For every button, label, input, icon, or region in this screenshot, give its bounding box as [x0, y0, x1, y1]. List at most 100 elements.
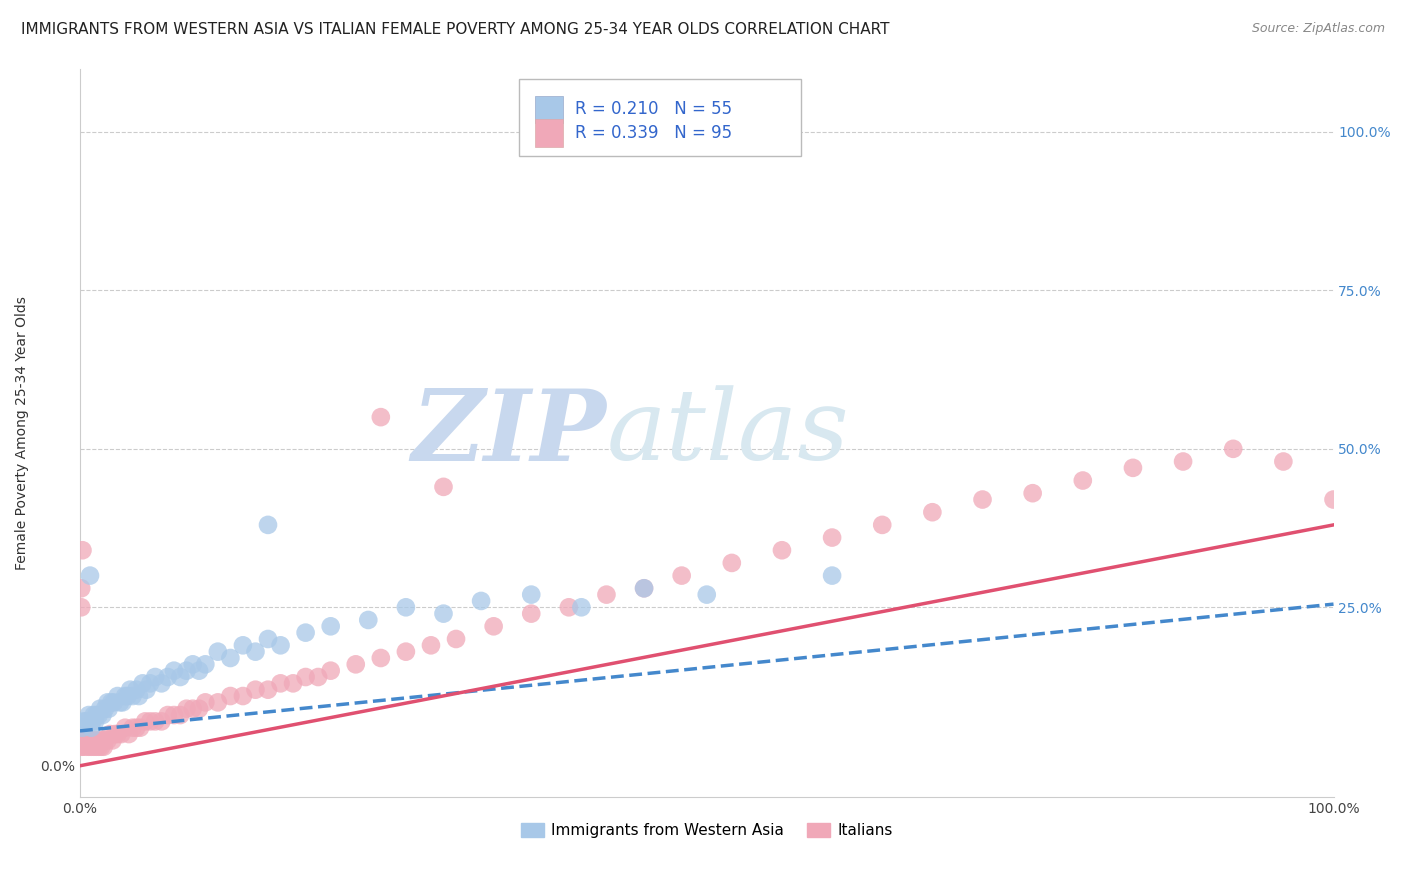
Point	[470, 594, 492, 608]
Point	[1272, 454, 1295, 468]
Point	[125, 682, 148, 697]
Legend: Immigrants from Western Asia, Italians: Immigrants from Western Asia, Italians	[515, 817, 898, 845]
Point	[150, 676, 173, 690]
Point	[94, 733, 117, 747]
Point	[169, 670, 191, 684]
Point	[520, 607, 543, 621]
Point	[1021, 486, 1043, 500]
Point	[432, 480, 454, 494]
FancyBboxPatch shape	[536, 95, 562, 123]
Point	[181, 702, 204, 716]
Point	[156, 670, 179, 684]
Point	[72, 739, 94, 754]
Point	[633, 582, 655, 596]
Point	[595, 588, 617, 602]
Point	[143, 714, 166, 729]
Text: Source: ZipAtlas.com: Source: ZipAtlas.com	[1251, 22, 1385, 36]
Y-axis label: Female Poverty Among 25-34 Year Olds: Female Poverty Among 25-34 Year Olds	[15, 296, 30, 570]
Point	[281, 676, 304, 690]
Point	[194, 657, 217, 672]
Point	[163, 708, 186, 723]
Point	[134, 714, 156, 729]
Point	[96, 695, 118, 709]
Point	[156, 708, 179, 723]
Point	[100, 695, 122, 709]
Point	[84, 733, 107, 747]
Point	[176, 702, 198, 716]
Point	[420, 638, 443, 652]
Point	[821, 531, 844, 545]
Point	[1322, 492, 1344, 507]
Point	[101, 733, 124, 747]
Point	[219, 689, 242, 703]
Point	[870, 517, 893, 532]
Point	[91, 733, 114, 747]
Point	[176, 664, 198, 678]
Point	[80, 739, 103, 754]
Point	[82, 733, 104, 747]
Point	[257, 632, 280, 646]
Point	[188, 702, 211, 716]
Point	[181, 657, 204, 672]
Point	[114, 721, 136, 735]
Point	[86, 733, 108, 747]
Point	[294, 625, 316, 640]
Point	[770, 543, 793, 558]
Point	[207, 695, 229, 709]
Point	[232, 638, 254, 652]
Point	[344, 657, 367, 672]
Point	[633, 582, 655, 596]
Point	[73, 733, 96, 747]
Point	[72, 543, 94, 558]
Point	[163, 664, 186, 678]
Point	[357, 613, 380, 627]
Point	[395, 600, 418, 615]
Point	[80, 721, 103, 735]
Point	[97, 702, 120, 716]
Point	[188, 664, 211, 678]
Text: ZIP: ZIP	[412, 384, 606, 481]
Point	[257, 682, 280, 697]
Point	[319, 619, 342, 633]
Point	[370, 410, 392, 425]
Point	[821, 568, 844, 582]
Point	[207, 645, 229, 659]
Point	[921, 505, 943, 519]
Point	[1222, 442, 1244, 456]
Point	[1122, 460, 1144, 475]
Point	[135, 682, 157, 697]
Point	[720, 556, 742, 570]
Text: R = 0.210   N = 55: R = 0.210 N = 55	[575, 101, 733, 119]
Point	[84, 714, 107, 729]
Point	[110, 727, 132, 741]
Point	[83, 739, 105, 754]
Point	[87, 739, 110, 754]
Point	[395, 645, 418, 659]
Point	[143, 670, 166, 684]
Point	[232, 689, 254, 703]
Point	[103, 695, 125, 709]
Point	[72, 721, 94, 735]
FancyBboxPatch shape	[519, 79, 801, 156]
Point	[307, 670, 329, 684]
Point	[82, 714, 104, 729]
Point	[319, 664, 342, 678]
Point	[219, 651, 242, 665]
Point	[270, 676, 292, 690]
Point	[73, 714, 96, 729]
Point	[128, 689, 150, 703]
Point	[118, 727, 141, 741]
Point	[696, 588, 718, 602]
Point	[131, 676, 153, 690]
Point	[169, 708, 191, 723]
Point	[83, 708, 105, 723]
Point	[671, 568, 693, 582]
Point	[79, 733, 101, 747]
Point	[121, 689, 143, 703]
Point	[107, 689, 129, 703]
Point	[75, 739, 97, 754]
Text: R = 0.339   N = 95: R = 0.339 N = 95	[575, 124, 733, 142]
Point	[257, 517, 280, 532]
Point	[70, 582, 93, 596]
Point	[77, 739, 100, 754]
